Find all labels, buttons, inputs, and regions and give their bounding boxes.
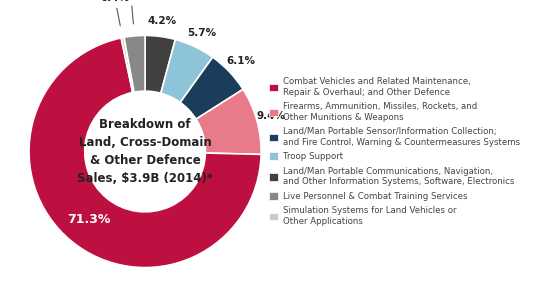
Wedge shape: [29, 38, 261, 268]
Text: 5.7%: 5.7%: [187, 28, 216, 38]
Wedge shape: [196, 89, 261, 155]
Text: 4.2%: 4.2%: [148, 16, 177, 26]
Text: 6.1%: 6.1%: [226, 56, 255, 66]
Text: Breakdown of
Land, Cross-Domain
& Other Defence
Sales, $3.9B (2014)*: Breakdown of Land, Cross-Domain & Other …: [77, 118, 213, 185]
Wedge shape: [124, 35, 145, 92]
Wedge shape: [145, 35, 175, 93]
Text: 71.3%: 71.3%: [67, 213, 110, 226]
Text: 2.9%: 2.9%: [117, 0, 145, 24]
Text: 0.4%: 0.4%: [100, 0, 129, 26]
Wedge shape: [180, 57, 243, 119]
Wedge shape: [121, 37, 134, 92]
Legend: Combat Vehicles and Related Maintenance,
Repair & Overhaul; and Other Defence, F: Combat Vehicles and Related Maintenance,…: [270, 77, 520, 226]
Wedge shape: [161, 39, 213, 102]
Text: 9.4%: 9.4%: [257, 112, 286, 122]
